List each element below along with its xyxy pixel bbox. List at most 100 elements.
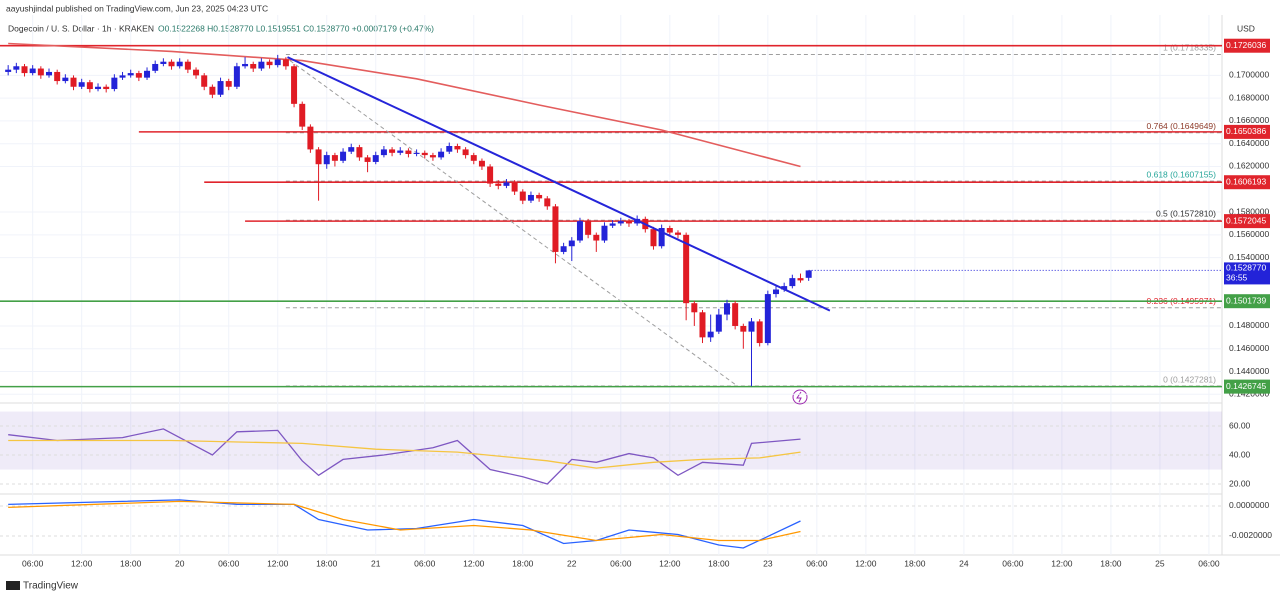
candle-body [764, 294, 771, 344]
candle-body [258, 61, 265, 69]
candle-body [723, 303, 730, 315]
x-tick-label: 06:00 [22, 558, 44, 568]
last-price-label: 0.1528770 [1226, 263, 1266, 273]
level-badge [1224, 379, 1270, 394]
candle-body [732, 303, 739, 326]
x-tick-label: 18:00 [1100, 558, 1122, 568]
candle-body [576, 221, 583, 241]
level-badge-label: 0.1501739 [1226, 295, 1266, 305]
candle-body [397, 150, 404, 153]
x-tick-label: 12:00 [71, 558, 93, 568]
brand-logo [6, 581, 20, 590]
candle-body [438, 151, 445, 158]
candle-body [544, 198, 551, 207]
currency: USD [1237, 23, 1255, 33]
rsi-line [8, 439, 801, 469]
x-tick-label: 12:00 [267, 558, 289, 568]
rsi-tick-label: 40.00 [1229, 449, 1251, 459]
x-tick-label: 23 [763, 558, 773, 568]
candle-body [617, 221, 624, 224]
y-tick-label: 0.1540000 [1229, 252, 1269, 262]
candle-body [487, 166, 494, 184]
candle-body [13, 66, 20, 70]
candle-body [773, 289, 780, 295]
candle-body [176, 61, 183, 67]
y-tick-label: 0.1700000 [1229, 70, 1269, 80]
event-icon[interactable] [792, 389, 808, 405]
candle-body [184, 61, 191, 70]
x-tick-label: 20 [175, 558, 185, 568]
candle-body [658, 228, 665, 247]
candle-body [470, 155, 477, 161]
ohlc: O0.1522268 H0.1528770 L0.1519551 C0.1528… [158, 23, 434, 33]
candle-body [54, 71, 61, 82]
fib-label: 0 (0.1427281) [1163, 374, 1216, 384]
candle-body [625, 221, 632, 224]
candle-body [454, 145, 461, 150]
macd-tick-label: 0.0000000 [1229, 500, 1269, 510]
x-tick-label: 12:00 [659, 558, 681, 568]
level-badge-label: 0.1572045 [1226, 215, 1266, 225]
x-tick-label: 24 [959, 558, 969, 568]
candle-body [168, 61, 175, 67]
candle-body [429, 155, 436, 158]
candle-body [356, 147, 363, 158]
brand: TradingView [23, 581, 79, 592]
candle-body [650, 229, 657, 247]
candle-body [225, 81, 232, 87]
fib-label: 1 (0.1718335) [1163, 43, 1216, 53]
candle-body [78, 82, 85, 87]
x-tick-label: 18:00 [120, 558, 142, 568]
level-badge [1224, 175, 1270, 190]
rsi-line [8, 428, 801, 485]
candle-body [307, 126, 314, 150]
symbol: Dogecoin / U. S. Dollar · 1h · KRAKEN [8, 23, 154, 33]
candle-body [86, 82, 93, 90]
fib-label: 0.5 (0.1572810) [1156, 208, 1216, 218]
x-tick-label: 06:00 [218, 558, 240, 568]
candle-body [699, 312, 706, 338]
x-tick-label: 06:00 [414, 558, 436, 568]
y-tick-label: 0.1640000 [1229, 138, 1269, 148]
trendline [287, 56, 831, 312]
x-tick-label: 06:00 [610, 558, 632, 568]
candle-body [266, 61, 273, 66]
candle-body [446, 145, 453, 152]
candle-body [707, 331, 714, 338]
candle-body [193, 69, 200, 76]
candle-body [95, 86, 102, 90]
candle-body [503, 182, 510, 186]
candle-body [740, 325, 747, 332]
y-tick-label: 0.1620000 [1229, 161, 1269, 171]
candle-body [511, 182, 518, 192]
macd-line [8, 500, 801, 542]
candle-body [152, 63, 159, 71]
y-tick-label: 0.1680000 [1229, 92, 1269, 102]
candle-body [201, 75, 208, 87]
candle-body [315, 149, 322, 165]
publisher: aayushjindal published on TradingView.co… [6, 3, 268, 13]
level-badge [1224, 38, 1270, 53]
countdown: 36:55 [1226, 273, 1248, 283]
candle-body [478, 160, 485, 167]
candle-body [372, 155, 379, 162]
level-badge-label: 0.1726036 [1226, 40, 1266, 50]
candle-body [119, 75, 126, 78]
level-badge [1224, 214, 1270, 229]
candle-body [111, 77, 118, 90]
candle-body [552, 206, 559, 252]
candle-body [340, 151, 347, 161]
candle-body [103, 86, 110, 90]
candle-body [144, 70, 151, 78]
candle-body [282, 59, 289, 67]
x-tick-label: 12:00 [463, 558, 485, 568]
x-tick-label: 12:00 [1051, 558, 1073, 568]
candle-body [536, 194, 543, 199]
x-tick-label: 06:00 [1002, 558, 1024, 568]
candle-body [37, 68, 44, 76]
candle-body [683, 234, 690, 304]
candle-body [331, 155, 338, 161]
candle-body [274, 59, 281, 66]
candle-body [389, 149, 396, 153]
rsi-tick-label: 60.00 [1229, 420, 1251, 430]
